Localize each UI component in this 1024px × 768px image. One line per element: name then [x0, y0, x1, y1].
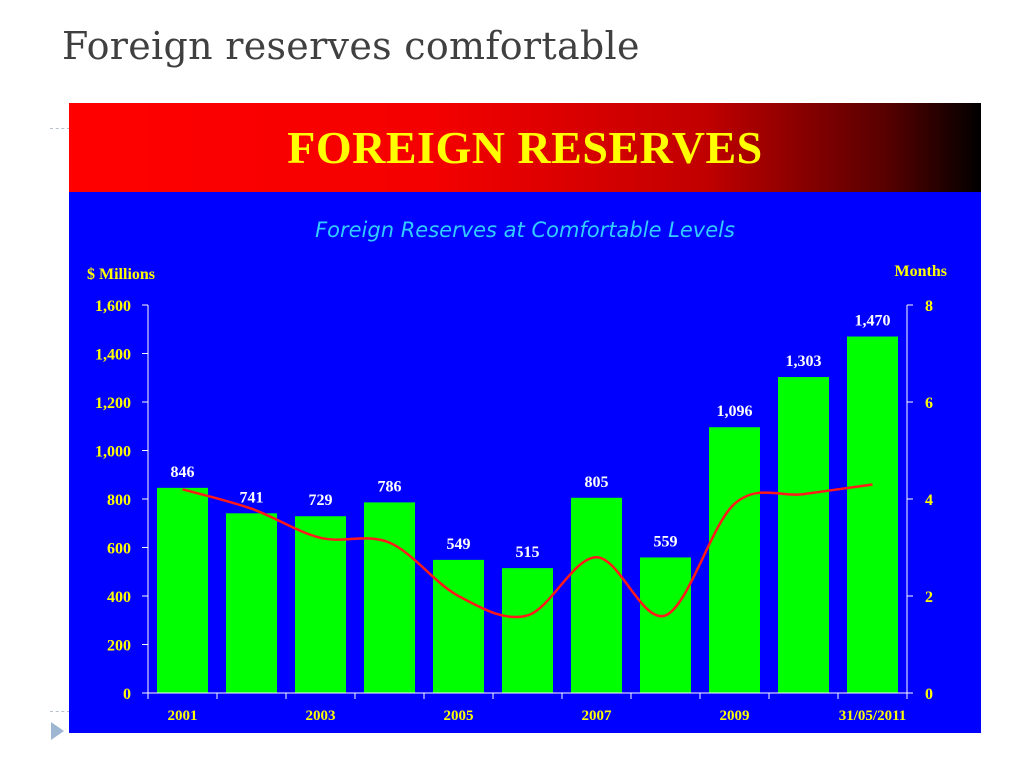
x-tick-label-6: 2007: [582, 708, 613, 724]
y-tick-label-3: 600: [107, 541, 131, 558]
bar-7: [640, 557, 691, 693]
bar-10: [847, 336, 898, 693]
bar-2: [295, 516, 346, 693]
x-tick-label-8: 2009: [720, 708, 750, 724]
y2-tick-label-0: 0: [925, 686, 933, 703]
bar-label-4: 549: [447, 536, 471, 553]
y2-tick-label-1: 2: [925, 589, 933, 606]
bar-label-3: 786: [378, 478, 402, 495]
title-banner: FOREIGN RESERVES: [69, 103, 981, 192]
bar-0: [157, 487, 208, 693]
bar-label-7: 559: [654, 533, 678, 550]
bar-label-5: 515: [516, 544, 540, 561]
bar-label-2: 729: [309, 492, 333, 509]
y2-axis-title: Months: [895, 263, 947, 280]
y-tick-label-7: 1,400: [95, 347, 131, 364]
y-tick-label-4: 800: [107, 492, 131, 509]
bar-label-0: 846: [171, 464, 195, 481]
reserves-chart: Foreign Reserves at Comfortable Levels $ …: [87, 218, 947, 724]
y-tick-label-2: 400: [107, 589, 131, 606]
y2-tick-label-2: 4: [925, 492, 933, 509]
banner-title: FOREIGN RESERVES: [287, 122, 763, 173]
y-axis-title: $ Millions: [87, 266, 155, 283]
bar-label-10: 1,470: [855, 313, 891, 330]
bar-label-6: 805: [585, 474, 609, 491]
y-tick-label-5: 1,000: [95, 444, 131, 461]
bullet-arrow-icon: [51, 722, 64, 740]
y2-tick-label-3: 6: [925, 395, 933, 412]
x-tick-label-10: 31/05/2011: [839, 708, 907, 724]
bar-4: [433, 559, 484, 693]
chart-subtitle: Foreign Reserves at Comfortable Levels: [315, 218, 735, 242]
bar-label-9: 1,303: [786, 353, 822, 370]
bar-label-8: 1,096: [717, 403, 753, 420]
x-tick-label-0: 2001: [168, 708, 198, 724]
chart-panel: FOREIGN RESERVES Foreign Reserves at Com…: [69, 103, 981, 733]
y2-tick-label-4: 8: [925, 298, 933, 315]
y-tick-label-1: 200: [107, 638, 131, 655]
divider-top: [50, 128, 70, 129]
bar-5: [502, 568, 553, 693]
slide-title: Foreign reserves comfortable: [62, 24, 640, 68]
y-tick-label-0: 0: [123, 686, 131, 703]
bar-9: [778, 377, 829, 693]
months-line: [182, 483, 873, 619]
divider-bottom: [50, 711, 70, 712]
bar-8: [709, 427, 760, 693]
y-tick-label-8: 1,600: [95, 298, 131, 315]
x-tick-label-4: 2005: [444, 708, 474, 724]
bar-6: [571, 497, 622, 693]
y-tick-label-6: 1,200: [95, 395, 131, 412]
bar-1: [226, 513, 277, 693]
bar-label-1: 741: [240, 489, 264, 506]
x-tick-label-2: 2003: [306, 708, 336, 724]
bar-3: [364, 502, 415, 693]
